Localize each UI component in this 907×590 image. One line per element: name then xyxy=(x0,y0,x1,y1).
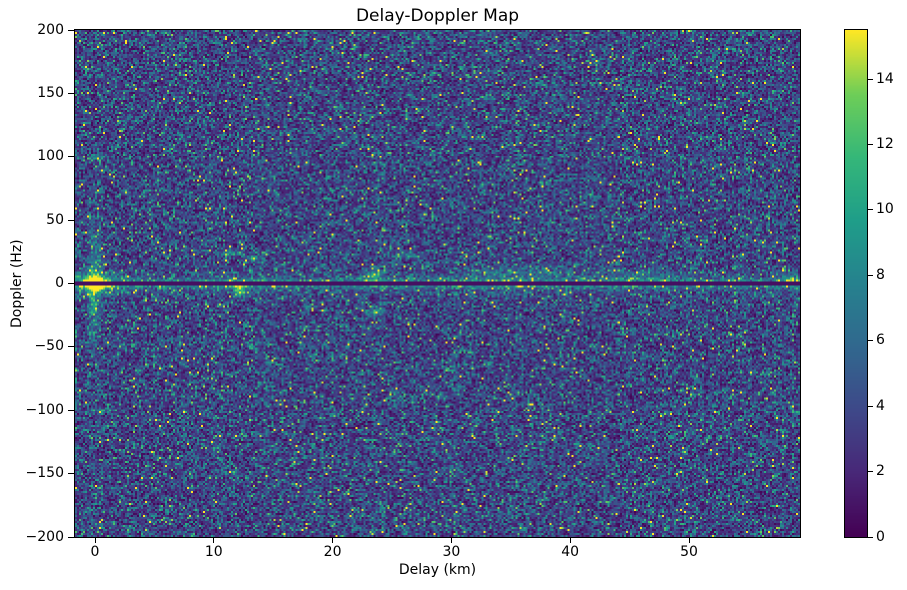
y-tick-mark xyxy=(68,92,74,94)
y-tick-label: 150 xyxy=(37,84,64,101)
y-tick-mark xyxy=(68,409,74,411)
colorbar-tick-mark xyxy=(868,209,873,211)
x-tick-mark xyxy=(569,537,571,543)
colorbar-tick-label: 2 xyxy=(876,463,885,480)
colorbar-tick-mark xyxy=(868,471,873,473)
x-tick-label: 30 xyxy=(442,544,461,560)
colorbar-tick-label: 8 xyxy=(876,266,885,283)
colorbar-tick-mark xyxy=(868,340,873,342)
x-tick-mark xyxy=(94,537,96,543)
colorbar-tick-label: 14 xyxy=(876,70,894,87)
y-tick-label: 100 xyxy=(37,148,64,165)
colorbar-tick-label: 10 xyxy=(876,201,894,218)
colorbar-tick-mark xyxy=(868,405,873,407)
x-axis-label: Delay (km) xyxy=(398,562,477,578)
y-tick-mark xyxy=(68,29,74,31)
colorbar-tick-mark xyxy=(868,274,873,276)
colorbar-tick-mark xyxy=(868,78,873,80)
y-tick-mark xyxy=(68,219,74,221)
y-tick-mark xyxy=(68,536,74,538)
plot-area xyxy=(74,29,801,538)
x-tick-mark xyxy=(332,537,334,543)
x-tick-label: 0 xyxy=(90,544,100,560)
y-tick-label: −200 xyxy=(25,528,64,545)
y-tick-label: 0 xyxy=(55,275,64,291)
x-tick-mark xyxy=(450,537,452,543)
y-tick-label: −50 xyxy=(34,338,64,355)
colorbar xyxy=(844,29,868,538)
y-tick-mark xyxy=(68,283,74,284)
y-tick-label: −150 xyxy=(25,465,64,482)
colorbar-canvas xyxy=(845,30,867,537)
chart-title: Delay-Doppler Map xyxy=(355,6,520,26)
y-tick-mark xyxy=(68,346,74,348)
x-tick-mark xyxy=(213,537,215,543)
y-tick-label: 200 xyxy=(37,21,64,38)
y-tick-label: 50 xyxy=(46,211,64,228)
colorbar-tick-mark xyxy=(868,536,873,538)
x-tick-label: 50 xyxy=(680,544,698,560)
x-tick-label: 40 xyxy=(561,544,580,560)
colorbar-tick-label: 6 xyxy=(876,332,885,349)
x-tick-label: 20 xyxy=(323,544,342,560)
y-tick-label: −100 xyxy=(25,401,64,418)
colorbar-tick-label: 4 xyxy=(876,397,885,414)
colorbar-tick-mark xyxy=(868,143,873,145)
heatmap-canvas xyxy=(75,30,800,537)
y-tick-mark xyxy=(68,156,74,158)
x-tick-mark xyxy=(688,537,690,543)
y-tick-mark xyxy=(68,473,74,475)
colorbar-tick-label: 12 xyxy=(876,135,894,152)
x-tick-label: 10 xyxy=(204,544,223,560)
colorbar-tick-label: 0 xyxy=(876,528,885,545)
